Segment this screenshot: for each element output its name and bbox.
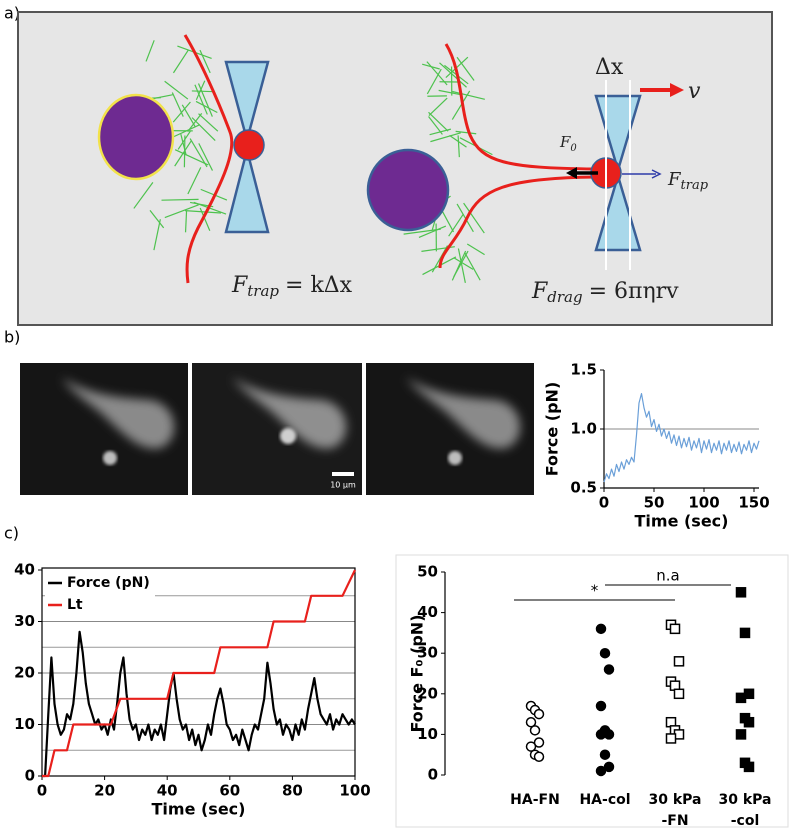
scale-bar-label: 10 μm	[330, 481, 356, 490]
data-point	[737, 730, 746, 739]
actin-filament	[161, 199, 198, 200]
data-point	[605, 665, 614, 674]
category-label: HA-FN	[510, 792, 560, 808]
subscript: trap	[247, 282, 279, 300]
rhs: = kΔx	[285, 273, 353, 298]
x-tick-label: 60	[219, 782, 240, 800]
data-point	[597, 701, 606, 710]
y-tick-label: 1.5	[570, 361, 597, 379]
nucleus	[368, 150, 448, 230]
data-point	[535, 752, 544, 761]
y-tick-label: 0.5	[570, 479, 597, 497]
x-tick-label: 0	[37, 782, 47, 800]
y-axis-label: Force F₀ (pN)	[408, 614, 427, 732]
legend-label: Force (pN)	[67, 575, 150, 591]
category-label: -FN	[661, 813, 688, 829]
panel-label: b)	[4, 328, 20, 347]
subscript: trap	[681, 178, 709, 193]
data-point	[597, 766, 606, 775]
data-line	[604, 394, 759, 483]
data-point	[741, 628, 750, 637]
actin-filament	[192, 91, 215, 92]
y-tick-label: 20	[14, 664, 35, 682]
data-point	[597, 624, 606, 633]
data-point	[675, 689, 684, 698]
rhs: = 6πηrv	[589, 279, 680, 304]
annotation: *	[591, 582, 599, 600]
y-tick-label: 1.0	[570, 420, 597, 438]
category-label: HA-col	[579, 792, 630, 808]
micrographs: 10 μm	[20, 363, 534, 495]
annotation: n.a	[656, 567, 679, 585]
bead	[448, 451, 462, 465]
bead	[280, 428, 296, 444]
panel-label: c)	[4, 524, 19, 543]
nucleus	[99, 95, 173, 179]
x-tick-label: 100	[339, 782, 370, 800]
y-tick-label: 50	[417, 563, 438, 581]
data-point	[601, 649, 610, 658]
data-point	[671, 624, 680, 633]
x-tick-label: 50	[644, 494, 665, 512]
data-point	[675, 657, 684, 666]
category-label: -col	[731, 813, 760, 829]
subscript: drag	[547, 288, 582, 306]
data-point	[535, 710, 544, 719]
data-point	[737, 588, 746, 597]
delta-x-label: Δx	[595, 55, 624, 80]
data-point	[745, 718, 754, 727]
x-tick-label: 20	[94, 782, 115, 800]
y-axis-label: Force (pN)	[543, 382, 562, 477]
subscript: 0	[570, 143, 577, 154]
y-tick-label: 30	[14, 612, 35, 630]
symbol: F	[559, 133, 571, 151]
y-tick-label: 0	[428, 766, 438, 784]
data-point	[737, 693, 746, 702]
scale-bar	[332, 472, 354, 476]
x-tick-label: 100	[688, 494, 719, 512]
symbol: F	[231, 273, 248, 298]
chart: 0.5 1.0 1.5 0 50 100 150 Force (pN) Time (sec)	[543, 361, 770, 531]
velocity-label: v	[688, 79, 701, 104]
x-axis-label: Time (sec)	[152, 800, 246, 819]
x-tick-label: 40	[157, 782, 178, 800]
bead	[103, 451, 117, 465]
data-point	[597, 730, 606, 739]
x-axis-label: Time (sec)	[635, 512, 729, 531]
legend-label: Lt	[67, 597, 83, 613]
x-tick-label: 80	[282, 782, 303, 800]
bead	[234, 130, 264, 160]
legend: Force (pN) Lt	[45, 572, 155, 618]
data-line	[42, 632, 355, 776]
x-tick-label: 150	[738, 494, 769, 512]
y-tick-label: 0	[25, 767, 35, 785]
x-tick-label: 0	[599, 494, 609, 512]
symbol: F	[531, 279, 548, 304]
category-label: 30 kPa	[649, 792, 702, 808]
data-point	[531, 726, 540, 735]
category-label: 30 kPa	[719, 792, 772, 808]
y-tick-label: 40	[14, 561, 35, 579]
data-point	[745, 762, 754, 771]
data-point	[667, 734, 676, 743]
data-point	[601, 750, 610, 759]
y-tick-label: 10	[14, 715, 35, 733]
